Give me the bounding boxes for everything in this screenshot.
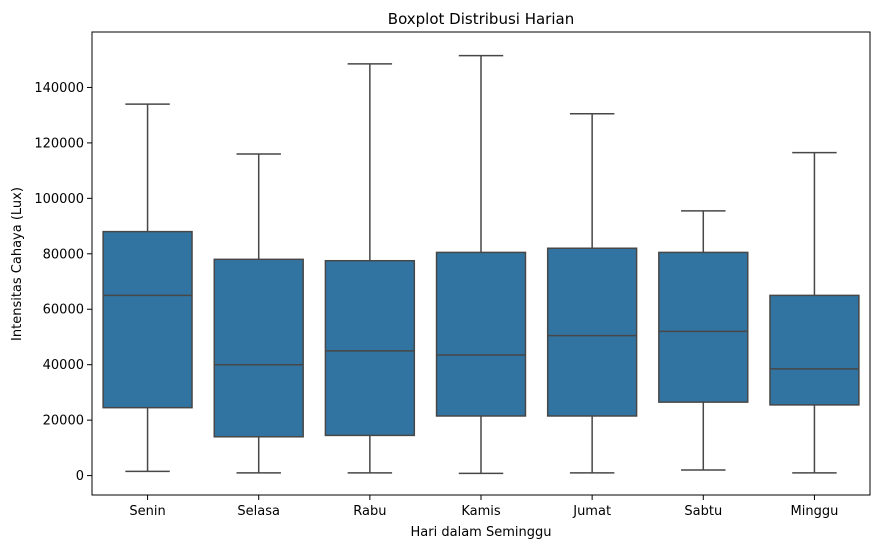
box-jumat [546, 247, 638, 417]
box-senin [102, 230, 193, 409]
box-rabu [324, 259, 416, 437]
y-tick-label: 0 [76, 469, 84, 484]
x-tick-label: Selasa [237, 504, 280, 519]
chart-title: Boxplot Distribusi Harian [388, 10, 574, 28]
y-tick-label: 40000 [43, 358, 84, 373]
y-tick-label: 140000 [34, 81, 84, 96]
y-tick-label: 20000 [43, 414, 84, 429]
y-tick-label: 60000 [43, 303, 84, 318]
y-tick-label: 120000 [34, 136, 84, 151]
box-selasa [213, 258, 304, 438]
x-tick-label: Minggu [791, 504, 839, 519]
x-tick-label: Rabu [353, 504, 386, 519]
y-tick-label: 80000 [43, 247, 84, 262]
box-minggu [769, 294, 860, 406]
y-axis-label: Intensitas Cahaya (Lux) [10, 187, 25, 341]
y-tick-label: 100000 [34, 192, 84, 207]
x-tick-label: Sabtu [684, 504, 722, 519]
x-tick-label: Jumat [572, 504, 611, 519]
x-tick-label: Kamis [461, 504, 501, 519]
x-axis-label: Hari dalam Seminggu [411, 525, 552, 540]
x-tick-label: Senin [129, 504, 165, 519]
box-kamis [435, 251, 527, 417]
plot-frame [91, 31, 871, 496]
box-sabtu [658, 251, 749, 403]
